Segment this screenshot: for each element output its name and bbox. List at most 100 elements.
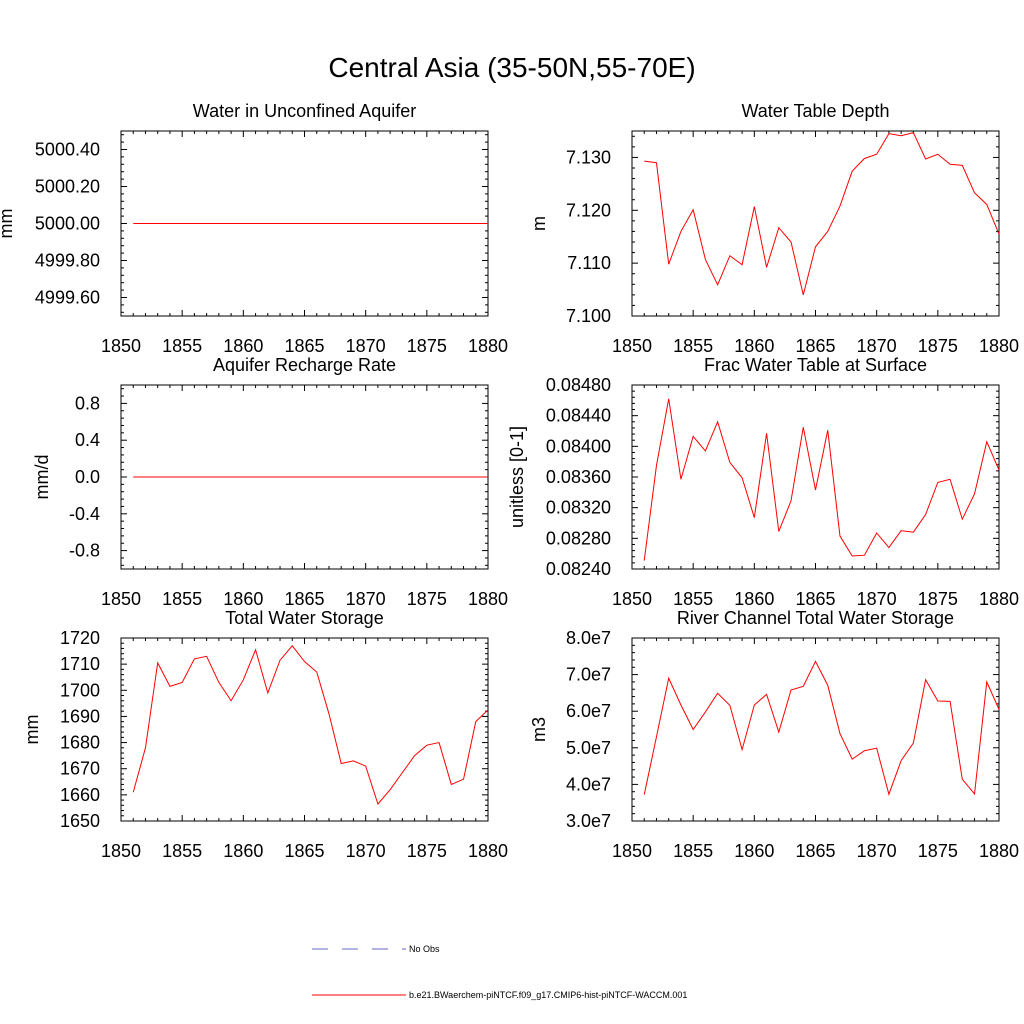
x-tick-label: 1875 bbox=[407, 589, 447, 609]
series-line-1 bbox=[643, 398, 1000, 561]
y-tick-label: 0.8 bbox=[75, 393, 100, 413]
y-tick-label: 7.100 bbox=[566, 306, 611, 326]
x-tick-label: 1880 bbox=[979, 589, 1019, 609]
x-tick-label: 1865 bbox=[284, 841, 324, 861]
panel-title: Water Table Depth bbox=[741, 101, 889, 121]
x-tick-label: 1855 bbox=[673, 841, 713, 861]
x-tick-label: 1865 bbox=[795, 841, 835, 861]
y-tick-label: 3.0e7 bbox=[566, 811, 611, 831]
y-tick-label: 1710 bbox=[60, 654, 100, 674]
x-tick-label: 1850 bbox=[612, 336, 652, 356]
legend-lines bbox=[312, 948, 406, 996]
y-tick-label: 1720 bbox=[60, 628, 100, 648]
x-tick-label: 1855 bbox=[673, 336, 713, 356]
chart-panel-5: Total Water Storage 1850 1855 1860 1865 1870 1… bbox=[22, 608, 508, 861]
x-tick-label: 1875 bbox=[918, 841, 958, 861]
y-tick-label: 4999.60 bbox=[35, 288, 100, 308]
figure-title: Central Asia (35-50N,55-70E) bbox=[328, 52, 696, 83]
panel-title: Water in Unconfined Aquifer bbox=[193, 101, 416, 121]
y-tick-label: 4.0e7 bbox=[566, 774, 611, 794]
y-tick-label: 1660 bbox=[60, 785, 100, 805]
x-tick-label: 1875 bbox=[407, 841, 447, 861]
plot-frame bbox=[631, 384, 1000, 570]
x-tick-label: 1875 bbox=[918, 589, 958, 609]
y-tick-label: 0.08320 bbox=[546, 498, 611, 518]
x-tick-label: 1870 bbox=[346, 589, 386, 609]
y-tick-label: 0.08480 bbox=[546, 375, 611, 395]
x-tick-label: 1850 bbox=[612, 589, 652, 609]
series-line-1 bbox=[132, 645, 489, 806]
y-axis-label: unitless [0-1] bbox=[507, 426, 527, 528]
x-tick-label: 1865 bbox=[284, 589, 324, 609]
y-tick-label: 1700 bbox=[60, 680, 100, 700]
x-tick-label: 1860 bbox=[223, 841, 263, 861]
x-tick-label: 1855 bbox=[162, 841, 202, 861]
x-tick-label: 1880 bbox=[979, 336, 1019, 356]
x-tick-label: 1850 bbox=[101, 841, 141, 861]
x-tick-label: 1865 bbox=[284, 336, 324, 356]
y-tick-label: 5000.20 bbox=[35, 177, 100, 197]
x-tick-label: 1870 bbox=[346, 841, 386, 861]
plot-frame bbox=[120, 637, 489, 822]
x-tick-label: 1880 bbox=[468, 589, 508, 609]
y-tick-label: 0.0 bbox=[75, 467, 100, 487]
y-tick-label: 1670 bbox=[60, 759, 100, 779]
x-tick-label: 1870 bbox=[857, 589, 897, 609]
panel-title: Frac Water Table at Surface bbox=[704, 355, 927, 375]
x-tick-label: 1860 bbox=[223, 336, 263, 356]
y-tick-label: 0.08400 bbox=[546, 436, 611, 456]
x-tick-label: 1880 bbox=[979, 841, 1019, 861]
y-tick-label: 5000.00 bbox=[35, 214, 100, 234]
panel-title: Aquifer Recharge Rate bbox=[213, 355, 396, 375]
panel-title: River Channel Total Water Storage bbox=[677, 608, 954, 628]
x-tick-label: 1850 bbox=[101, 336, 141, 356]
y-tick-label: 1650 bbox=[60, 811, 100, 831]
chart-panel-4: Frac Water Table at Surface 1850 1855 1860 1… bbox=[507, 355, 1019, 609]
x-tick-label: 1870 bbox=[346, 336, 386, 356]
x-tick-label: 1880 bbox=[468, 336, 508, 356]
chart-panel-1: Water in Unconfined Aquifer 1850 1855 1860 1… bbox=[0, 101, 508, 356]
x-tick-label: 1850 bbox=[101, 589, 141, 609]
y-tick-label: 7.120 bbox=[566, 200, 611, 220]
y-tick-label: 1680 bbox=[60, 733, 100, 753]
series-line-1 bbox=[644, 132, 1000, 295]
y-tick-label: 0.08280 bbox=[546, 528, 611, 548]
y-axis-label: m bbox=[529, 216, 549, 231]
y-tick-label: 7.0e7 bbox=[566, 665, 611, 685]
x-tick-label: 1880 bbox=[468, 841, 508, 861]
x-tick-label: 1855 bbox=[162, 589, 202, 609]
y-tick-label: -0.4 bbox=[69, 504, 100, 524]
y-tick-label: -0.8 bbox=[69, 541, 100, 561]
y-tick-label: 0.4 bbox=[75, 430, 100, 450]
x-tick-label: 1875 bbox=[918, 336, 958, 356]
x-tick-label: 1865 bbox=[795, 336, 835, 356]
panel-title: Total Water Storage bbox=[225, 608, 383, 628]
x-tick-label: 1860 bbox=[223, 589, 263, 609]
chart-panel-3: Aquifer Recharge Rate 1850 1855 1860 1865 187… bbox=[32, 355, 508, 609]
y-tick-label: 4999.80 bbox=[35, 251, 100, 271]
x-tick-label: 1855 bbox=[673, 589, 713, 609]
y-tick-label: 5.0e7 bbox=[566, 738, 611, 758]
y-tick-label: 0.08240 bbox=[546, 559, 611, 579]
chart-panel-2: Water Table Depth 1850 1855 1860 1865 1870 187… bbox=[529, 101, 1019, 356]
plot-frame bbox=[631, 637, 1000, 822]
y-tick-label: 0.08440 bbox=[546, 406, 611, 426]
series-line-1 bbox=[643, 660, 1000, 796]
y-axis-label: m3 bbox=[529, 717, 549, 742]
y-tick-label: 7.110 bbox=[567, 253, 611, 273]
x-tick-label: 1870 bbox=[857, 841, 897, 861]
x-tick-label: 1860 bbox=[734, 841, 774, 861]
x-tick-label: 1850 bbox=[612, 841, 652, 861]
y-tick-label: 5000.40 bbox=[35, 140, 100, 160]
x-tick-label: 1860 bbox=[734, 336, 774, 356]
x-tick-label: 1865 bbox=[795, 589, 835, 609]
x-tick-label: 1855 bbox=[162, 336, 202, 356]
chart-panel-6: River Channel Total Water Storage 1850 185… bbox=[529, 608, 1019, 861]
y-axis-label: mm bbox=[0, 209, 16, 239]
y-tick-label: 0.08360 bbox=[546, 467, 611, 487]
y-axis-label: mm bbox=[22, 715, 42, 745]
y-axis-label: mm/d bbox=[32, 455, 52, 500]
y-tick-label: 1690 bbox=[60, 706, 100, 726]
y-tick-label: 6.0e7 bbox=[566, 701, 611, 721]
